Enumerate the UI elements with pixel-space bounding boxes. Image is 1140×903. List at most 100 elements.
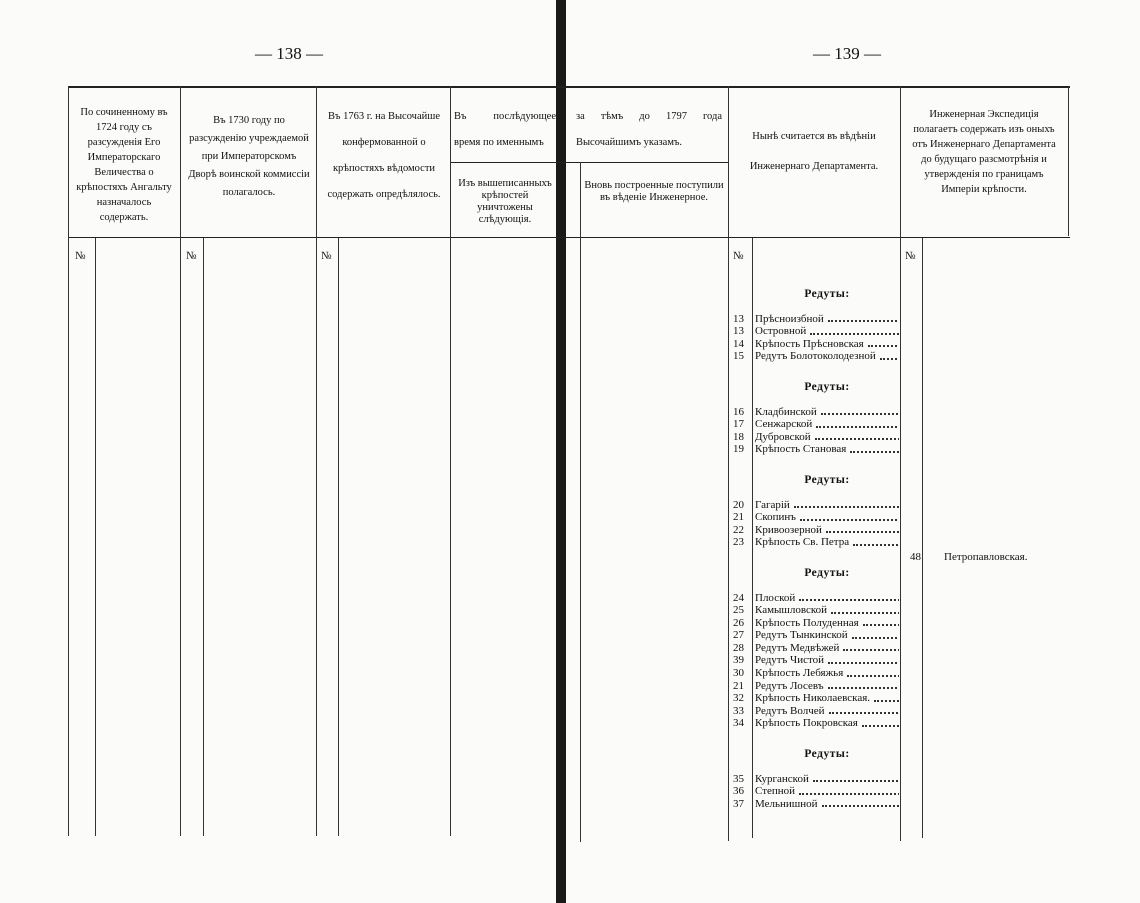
entry-number: 25 [733, 604, 744, 617]
entry-row: 13 Прѣсноизбной [733, 313, 899, 326]
entry-name: Редутъ Лосевъ [755, 680, 899, 693]
rule [900, 86, 901, 841]
entry-number: 14 [733, 337, 744, 350]
column-header: Инженерная Экспедиція полагаетъ содержат… [912, 109, 1056, 195]
entry-row: 26 Крѣпость Полуденная [733, 617, 899, 630]
group-heading: Редуты: [804, 288, 850, 300]
entry-row: 16 Кладбинской [733, 406, 899, 419]
entry-number: 26 [733, 616, 744, 629]
rule [450, 162, 728, 163]
column-header: за тѣмъ до 1797 года Высочайшимъ указамъ… [576, 111, 722, 148]
entry-name: Мельнишной [755, 798, 899, 811]
entry-row: 28 Редутъ Медвѣжей [733, 642, 899, 655]
entry-number: 21 [733, 679, 744, 692]
entry-name: Степной [755, 785, 899, 798]
entry-number: 28 [733, 641, 744, 654]
entry-number: 33 [733, 704, 744, 717]
entry-number: 27 [733, 629, 744, 642]
entry-group: Редуты: 24 Плоской 25 Камышловской 26 Крѣпость… [733, 567, 899, 730]
rule [728, 86, 729, 841]
entry-row: 18 Дубровской [733, 431, 899, 444]
page-number: — 138 — [255, 44, 323, 63]
entry-number: 30 [733, 667, 744, 680]
rule [68, 237, 1070, 238]
entry-number: 15 [733, 350, 744, 363]
entry-group: Редуты: 35 Курганской 36 Степной 37 Мельнишной [733, 748, 899, 810]
entry-name: Кладбинской [755, 406, 899, 419]
entry-number: 35 [733, 772, 744, 785]
group-heading: Редуты: [804, 748, 850, 761]
rule [203, 238, 204, 836]
entry-row: 17 Сенжарской [733, 418, 899, 431]
column-header: Нынѣ считается въ вѣдѣніи Инженернаго Де… [749, 131, 879, 172]
entry-row: 25 Камышловской [733, 604, 899, 617]
entry-number: 21 [733, 511, 744, 524]
entry-number: 22 [733, 523, 744, 536]
rule [68, 86, 69, 836]
entry-name: Редутъ Болотоколодезной [755, 350, 899, 363]
rule [922, 238, 923, 838]
rule [580, 162, 581, 842]
entry-row: 37 Мельнишной [733, 798, 899, 811]
entry-name: Крѣпость Лебяжья [755, 667, 899, 680]
entry-row: 21 Скопинъ [733, 511, 899, 524]
entry-row: 36 Степной [733, 785, 899, 798]
entry-number: 16 [733, 405, 744, 418]
entry-name: Крѣпость Полуденная [755, 617, 899, 630]
entry-number: 19 [733, 443, 744, 456]
entry-group: Редуты: 13 Прѣсноизбной 13 Островной 14 Крѣпос… [733, 288, 899, 363]
column-header: Въ послѣдующее время по именнымъ [454, 111, 556, 148]
page-number: — 139 — [813, 44, 881, 63]
entry-row: 24 Плоской [733, 592, 899, 605]
entry-name: Скопинъ [755, 511, 899, 524]
entry-row: 20 Гагарій [733, 499, 899, 512]
entry-name: Крѣпость Прѣсновская [755, 338, 899, 351]
entry-row: 32 Крѣпость Николаевская. [733, 692, 899, 705]
entry-name: Гагарій [755, 499, 899, 512]
entry-name: Редутъ Медвѣжей [755, 642, 899, 655]
entry-name: Дубровской [755, 431, 899, 444]
number-sign: № [733, 250, 744, 262]
number-sign: № [186, 250, 197, 262]
rule [316, 86, 317, 836]
entry-row: 34 Крѣпость Покровская [733, 717, 899, 730]
entry-row: 30 Крѣпость Лебяжья [733, 667, 899, 680]
rule [752, 238, 753, 838]
entry-name: Петропавловская. [944, 551, 1028, 563]
entry-row: 35 Курганской [733, 773, 899, 786]
column-header: Въ 1730 году по разсужденію учреждаемой … [188, 115, 310, 198]
column-header: Въ 1763 г. на Высочайше конфермованной о… [327, 111, 441, 200]
entry-name: Плоской [755, 592, 899, 605]
group-heading: Редуты: [804, 380, 850, 393]
entry-number: 18 [733, 430, 744, 443]
entry-name: Кривоозерной [755, 524, 899, 537]
rule [180, 86, 181, 836]
entry-number: 36 [733, 785, 744, 798]
group-heading: Редуты: [804, 473, 850, 486]
entry-number: 23 [733, 536, 744, 549]
entry-group: Редуты: 20 Гагарій 21 Скопинъ 22 Кривоозерной 2… [733, 474, 899, 549]
column-subheader: Вновь построенные поступили въ вѣденіе И… [584, 180, 724, 203]
entry-name: Камышловской [755, 604, 899, 617]
entry-number: 48 [910, 551, 921, 563]
group-heading: Редуты: [804, 566, 850, 579]
entry-name: Крѣпость Николаевская. [755, 692, 899, 705]
entry-number: 13 [733, 325, 744, 338]
entry-name: Прѣсноизбной [755, 313, 899, 326]
column-header: По сочиненному въ 1724 году съ разсужден… [76, 107, 172, 223]
entry-number: 34 [733, 717, 744, 730]
entry-number: 13 [733, 312, 744, 325]
rule [450, 86, 451, 836]
entry-row: 39 Редутъ Чистой [733, 654, 899, 667]
entry-row: 19 Крѣпость Становая [733, 443, 899, 456]
entry-number: 24 [733, 591, 744, 604]
rule [95, 238, 96, 836]
entry-number: 32 [733, 692, 744, 705]
rule [68, 86, 1070, 88]
entry-row: 23 Крѣпость Св. Петра [733, 536, 899, 549]
entry-number: 37 [733, 797, 744, 810]
entry-row: 15 Редутъ Болотоколодезной [733, 350, 899, 363]
entry-name: Островной [755, 325, 899, 338]
entry-row: 14 Крѣпость Прѣсновская [733, 338, 899, 351]
